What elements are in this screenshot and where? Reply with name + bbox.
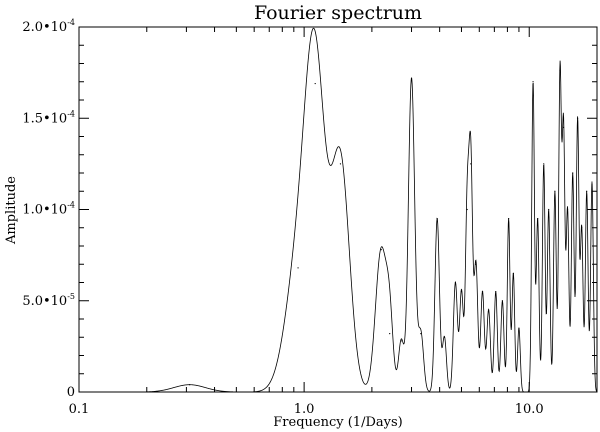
spectrum-peak-point [400, 340, 402, 342]
series-group [79, 27, 597, 392]
spectrum-peak-point [576, 117, 579, 119]
chart-title: Fourier spectrum [254, 2, 422, 24]
y-tick-label: 2.0•10-4 [22, 18, 75, 35]
spectrum-peak-point [543, 163, 545, 165]
spectrum-peak-point [466, 208, 468, 211]
x-axis: 0.1 1.0 10.0 [69, 27, 598, 417]
spectrum-peak-point [314, 82, 316, 85]
spectrum-peak-point [548, 208, 550, 211]
y-tick-label: 5.0•10-5 [22, 292, 75, 309]
y-tick-label: 1.5•10-4 [22, 109, 75, 126]
y-axis-label: Amplitude [4, 176, 19, 245]
spectrum-peak-point [566, 208, 569, 211]
y-tick-label: 1.0•10-4 [22, 201, 75, 218]
x-axis-label: Frequency (1/Days) [273, 415, 402, 430]
spectrum-peak-point [562, 126, 565, 128]
spectrum-peak-point [559, 70, 561, 72]
spectrum-peak-point [586, 190, 588, 192]
spectrum-peak-point [460, 291, 463, 293]
spectrum-peak-point [554, 190, 556, 192]
spectrum-peak-point [532, 81, 534, 83]
spectrum-peak-point [189, 384, 191, 386]
x-tick-label: 0.1 [69, 402, 90, 417]
spectrum-peak-point [572, 172, 574, 174]
y-tick-label: 0 [67, 385, 75, 400]
spectrum-peak-point [495, 291, 497, 293]
spectrum-peak-point [443, 336, 446, 338]
spectrum-peak-point [470, 163, 472, 165]
spectrum-peak-point [339, 163, 342, 165]
spectrum-peak-point [488, 309, 490, 311]
spectrum-peak-point [420, 333, 422, 335]
spectrum-peak-point [436, 218, 438, 220]
spectrum-peak-point [591, 181, 593, 183]
spectrum-peak-point [410, 77, 413, 79]
x-tick-label: 10.0 [515, 402, 544, 417]
spectrum-peak-point [581, 227, 583, 229]
spectrum-peak-point [518, 327, 520, 329]
spectrum-peak-point [389, 333, 391, 335]
spectrum-peak-point [481, 291, 484, 293]
spectrum-peak-point [501, 300, 504, 302]
x-tick-label: 1.0 [294, 402, 315, 417]
spectrum-peak-point [508, 218, 510, 220]
spectrum-peak-point [297, 267, 299, 269]
spectrum-peak-point [475, 263, 477, 265]
spectrum-peak-point [512, 272, 514, 274]
y-axis: 0 5.0•10-5 1.0•10-4 1.5•10-4 2.0•10-4 [22, 18, 597, 400]
spectrum-line [79, 27, 597, 392]
spectrum-peak-point [380, 249, 382, 251]
spectrum-peak-point [454, 281, 457, 284]
spectrum-peak-point [537, 218, 539, 220]
